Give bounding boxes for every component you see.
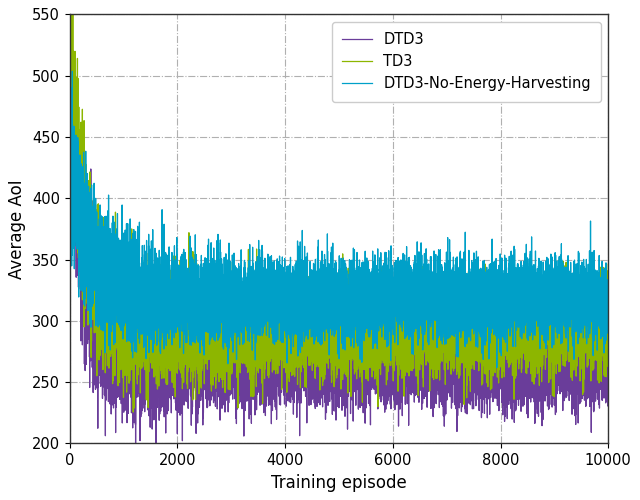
DTD3 (329, 372, 337, 378)
DTD3 (88, 340, 96, 346)
TD3 (88, 211, 96, 217)
DTD3 (576, 369, 584, 375)
DTD3-No-Energy-Harvesting (88, 223, 96, 229)
Legend: DTD3, TD3, DTD3-No-Energy-Harvesting: DTD3, TD3, DTD3-No-Energy-Harvesting (332, 22, 601, 102)
TD3 (576, 323, 584, 329)
DTD3-No-Energy-Harvesting (68, 68, 76, 74)
Y-axis label: Average AoI: Average AoI (8, 179, 26, 278)
X-axis label: Training episode: Training episode (271, 474, 407, 492)
DTD3-No-Energy-Harvesting (68, 101, 76, 107)
DTD3-No-Energy-Harvesting (329, 274, 337, 280)
DTD3 (98, 352, 106, 358)
DTD3 (152, 452, 160, 458)
DTD3-No-Energy-Harvesting (493, 364, 500, 370)
DTD3 (66, 82, 74, 87)
DTD3-No-Energy-Harvesting (604, 295, 612, 301)
TD3 (604, 262, 612, 268)
DTD3-No-Energy-Harvesting (98, 250, 106, 256)
TD3 (172, 378, 179, 384)
DTD3-No-Energy-Harvesting (172, 282, 179, 288)
TD3 (329, 347, 337, 353)
Line: TD3: TD3 (70, 0, 608, 412)
Line: DTD3: DTD3 (70, 0, 608, 454)
DTD3 (172, 364, 179, 370)
Line: DTD3-No-Energy-Harvesting: DTD3-No-Energy-Harvesting (70, 72, 608, 368)
DTD3-No-Energy-Harvesting (66, 186, 74, 192)
DTD3 (68, 106, 76, 112)
TD3 (129, 409, 137, 415)
DTD3 (604, 352, 612, 358)
DTD3-No-Energy-Harvesting (576, 286, 584, 292)
TD3 (98, 318, 106, 324)
TD3 (68, 106, 76, 112)
